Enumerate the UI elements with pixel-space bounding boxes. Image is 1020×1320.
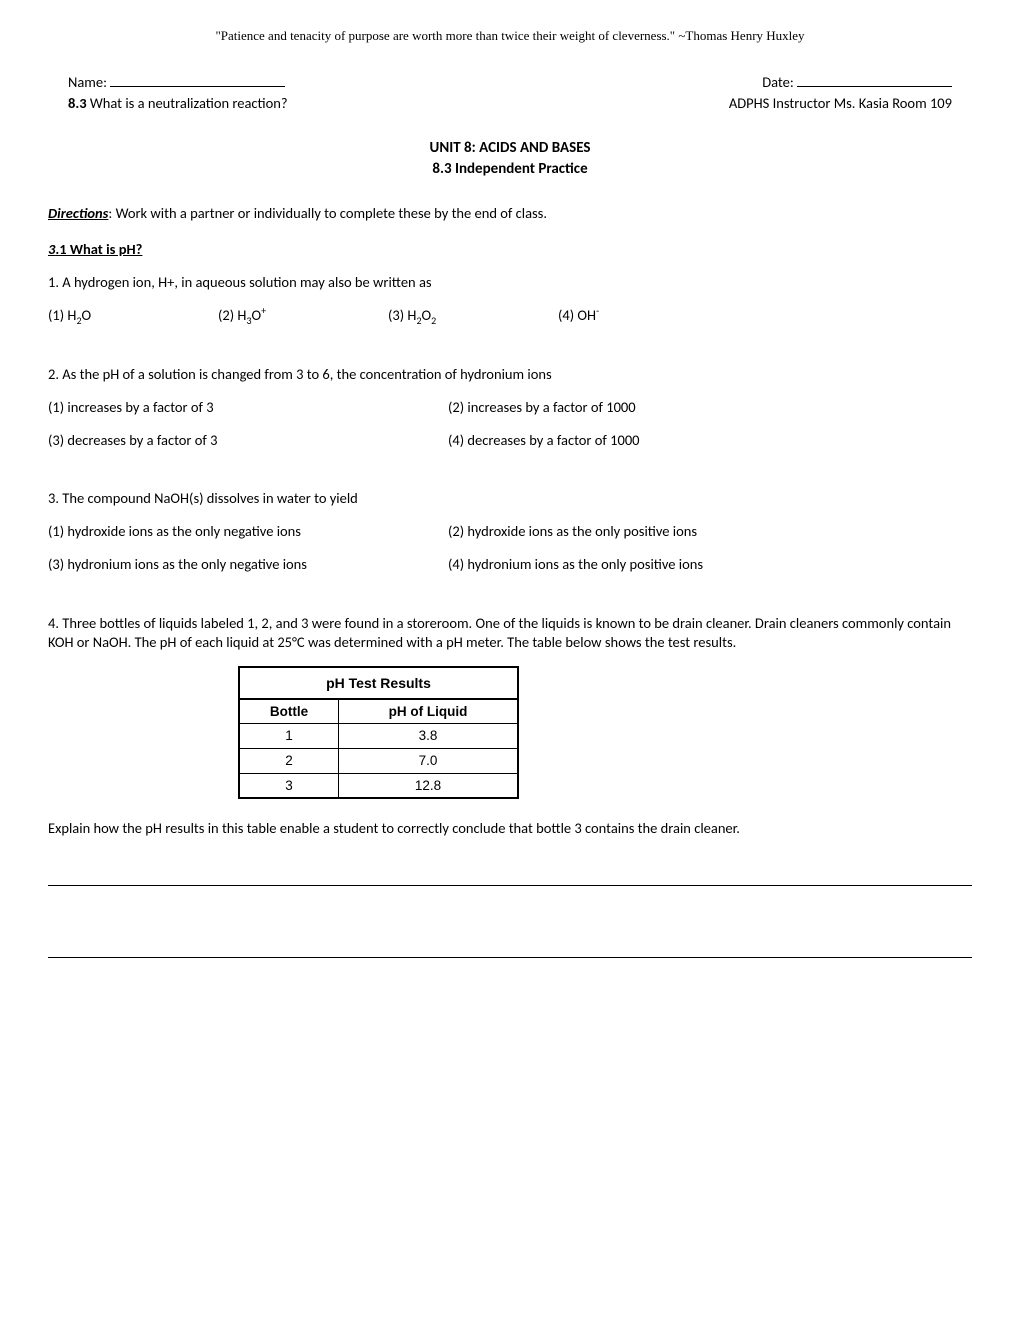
name-blank[interactable] — [110, 86, 285, 87]
q3-option-4: (4) hydronium ions as the only positive … — [448, 555, 703, 574]
table-row: 2 7.0 — [239, 748, 518, 773]
header-quote: "Patience and tenacity of purpose are wo… — [48, 28, 972, 45]
cell-ph-3: 12.8 — [339, 773, 519, 798]
question-4-follow: Explain how the pH results in this table… — [48, 819, 972, 838]
q3-option-3: (3) hydronium ions as the only negative … — [48, 555, 448, 574]
q1-option-3: (3) H2O2 — [388, 306, 558, 325]
q3-option-2: (2) hydroxide ions as the only positive … — [448, 522, 697, 541]
question-3-stem: 3. The compound NaOH(s) dissolves in wat… — [48, 489, 972, 508]
date-field: Date: — [762, 73, 952, 92]
table-row: 3 12.8 — [239, 773, 518, 798]
unit-subtitle: 8.3 Independent Practice — [48, 160, 972, 180]
date-blank[interactable] — [797, 86, 952, 87]
lesson-line: 8.3 What is a neutralization reaction? — [68, 94, 288, 113]
question-1-stem: 1. A hydrogen ion, H+, in aqueous soluti… — [48, 273, 972, 292]
table-row: 1 3.8 — [239, 724, 518, 749]
directions-label: Directions — [48, 204, 108, 222]
lesson-number: 8.3 — [68, 94, 87, 112]
unit-title: UNIT 8: ACIDS AND BASES — [48, 139, 972, 159]
cell-bottle-1: 1 — [239, 724, 339, 749]
ph-table-wrap: pH Test Results Bottle pH of Liquid 1 3.… — [238, 666, 972, 799]
q1o3-pre: (3) H — [388, 306, 416, 324]
section-heading: 3.1 What is pH? — [48, 240, 972, 259]
q1o3-sub2: 2 — [431, 314, 436, 327]
table-header-ph: pH of Liquid — [339, 699, 519, 724]
name-field: Name: — [68, 73, 285, 92]
q3-option-1: (1) hydroxide ions as the only negative … — [48, 522, 448, 541]
directions: Directions: Work with a partner or indiv… — [48, 204, 972, 223]
header-row-1: Name: Date: — [48, 73, 972, 92]
q1o2-pre: (2) H — [218, 306, 246, 324]
question-2-options: (1) increases by a factor of 3 (2) incre… — [48, 398, 972, 450]
instructor-line: ADPHS Instructor Ms. Kasia Room 109 — [729, 94, 952, 113]
q1-option-2: (2) H3O+ — [218, 306, 388, 325]
cell-bottle-2: 2 — [239, 748, 339, 773]
name-label: Name: — [68, 73, 107, 91]
q2-option-3: (3) decreases by a factor of 3 — [48, 431, 448, 450]
table-header-bottle: Bottle — [239, 699, 339, 724]
ph-results-table: pH Test Results Bottle pH of Liquid 1 3.… — [238, 666, 519, 799]
q1-option-1: (1) H2O — [48, 306, 218, 325]
cell-bottle-3: 3 — [239, 773, 339, 798]
q2-option-2: (2) increases by a factor of 1000 — [448, 398, 636, 417]
answer-line-2[interactable] — [48, 956, 972, 958]
section-head-rest: .1 What is pH? — [55, 240, 142, 258]
q1o4-sup: - — [596, 304, 599, 317]
answer-line-1[interactable] — [48, 884, 972, 886]
question-1-options: (1) H2O (2) H3O+ (3) H2O2 (4) OH- — [48, 306, 972, 325]
q1o1-post: O — [82, 306, 92, 324]
question-4-stem: 4. Three bottles of liquids labeled 1, 2… — [48, 614, 972, 652]
directions-text: : Work with a partner or individually to… — [108, 204, 547, 222]
q1o3-mid: O — [422, 306, 432, 324]
date-label: Date: — [762, 73, 794, 91]
question-2-stem: 2. As the pH of a solution is changed fr… — [48, 365, 972, 384]
cell-ph-2: 7.0 — [339, 748, 519, 773]
q1-option-4: (4) OH- — [558, 306, 599, 325]
table-caption: pH Test Results — [238, 666, 519, 698]
question-3-options: (1) hydroxide ions as the only negative … — [48, 522, 972, 574]
header-row-2: 8.3 What is a neutralization reaction? A… — [48, 94, 972, 113]
q1o4-pre: (4) OH — [558, 306, 596, 324]
q1o2-sup: + — [261, 304, 266, 317]
q1o2-mid: O — [252, 306, 262, 324]
cell-ph-1: 3.8 — [339, 724, 519, 749]
q2-option-4: (4) decreases by a factor of 1000 — [448, 431, 640, 450]
lesson-title: What is a neutralization reaction? — [87, 94, 288, 112]
q2-option-1: (1) increases by a factor of 3 — [48, 398, 448, 417]
q1o1-pre: (1) H — [48, 306, 76, 324]
